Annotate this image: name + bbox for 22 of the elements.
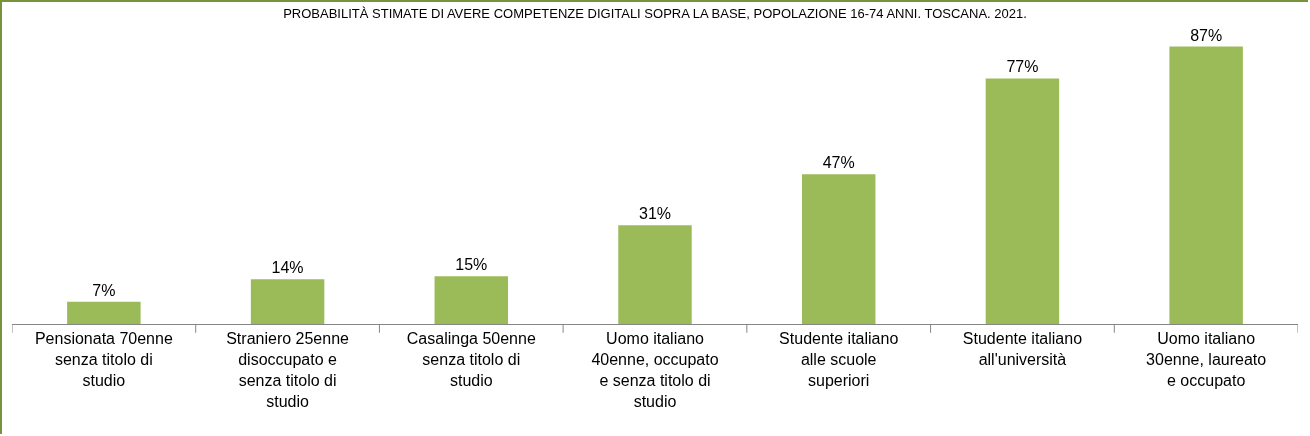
x-tick-label: Studente italiano all'università bbox=[962, 330, 1083, 368]
x-tick-label: Casalinga 50enne senza titolo di studio bbox=[406, 330, 536, 389]
x-tick-label: Studente italiano alle scuole superiori bbox=[779, 330, 899, 389]
data-label: 87% bbox=[1190, 26, 1223, 44]
bar bbox=[434, 276, 509, 324]
data-label: 7% bbox=[92, 281, 116, 299]
bar bbox=[801, 174, 876, 324]
chart-title: PROBABILITÀ STIMATE DI AVERE COMPETENZE DIGITALI SOPRA LA BASE, POPOLAZIONE 16-74 ANNI. TOSCANA. 2021. bbox=[283, 5, 1027, 21]
bar bbox=[618, 225, 692, 324]
x-tick-label: Uomo italiano 30enne, laureato e occupato bbox=[1146, 330, 1267, 389]
bar bbox=[67, 301, 141, 324]
bar bbox=[250, 279, 325, 324]
data-label: 14% bbox=[271, 259, 304, 277]
bar bbox=[1169, 46, 1243, 324]
data-label: 15% bbox=[455, 256, 488, 274]
data-label: 77% bbox=[1006, 58, 1039, 76]
bar bbox=[985, 78, 1060, 324]
x-tick-label: Pensionata 70enne senza titolo di studio bbox=[34, 330, 173, 389]
data-label: 31% bbox=[638, 205, 672, 223]
x-tick-label: Straniero 25enne disoccupato e senza titolo di studio bbox=[226, 330, 350, 410]
data-label: 47% bbox=[822, 154, 855, 172]
x-tick-label: Uomo italiano 40enne, occupato e senza titolo di studio bbox=[591, 330, 719, 410]
